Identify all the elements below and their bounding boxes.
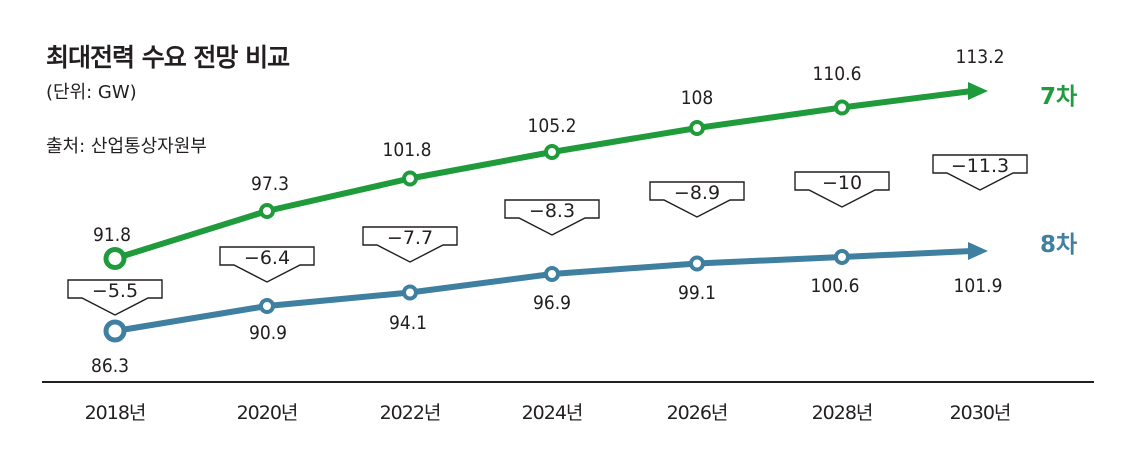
data-point bbox=[103, 319, 127, 343]
x-tick-label: 2024년 bbox=[522, 402, 583, 424]
data-label: 97.3 bbox=[251, 173, 289, 195]
x-tick-label: 2026년 bbox=[667, 402, 728, 424]
difference-arrow-shape bbox=[67, 279, 163, 316]
data-label: 113.2 bbox=[956, 46, 1005, 68]
data-point bbox=[544, 266, 560, 282]
data-label: 91.8 bbox=[93, 224, 131, 246]
difference-label: −7.7 bbox=[387, 227, 433, 249]
data-label: 94.1 bbox=[389, 312, 427, 334]
chart-source: 출처: 산업통상자원부 bbox=[46, 136, 207, 157]
data-point bbox=[834, 99, 850, 116]
x-tick-label: 2028년 bbox=[812, 402, 873, 424]
difference-label: −11.3 bbox=[951, 155, 1009, 177]
difference-label: −8.3 bbox=[529, 200, 575, 222]
data-point bbox=[259, 203, 275, 219]
data-label: 105.2 bbox=[528, 115, 577, 137]
series-name-label: 8차 bbox=[1040, 232, 1077, 258]
difference-arrow-shape bbox=[932, 154, 1028, 191]
difference-label: −6.4 bbox=[244, 247, 290, 269]
data-label: 100.6 bbox=[811, 275, 860, 297]
data-label: 101.8 bbox=[383, 139, 432, 161]
data-point bbox=[689, 255, 705, 272]
difference-callout: −8.3 bbox=[504, 199, 600, 236]
series-name-label: 7차 bbox=[1040, 84, 1077, 110]
data-point bbox=[544, 144, 560, 160]
data-point bbox=[402, 170, 418, 187]
data-point bbox=[689, 120, 705, 136]
series-arrow-1 bbox=[968, 82, 988, 100]
data-label: 101.9 bbox=[954, 275, 1003, 297]
x-tick-label: 2022년 bbox=[380, 402, 441, 424]
difference-arrow-shape bbox=[362, 226, 458, 263]
data-label: 99.1 bbox=[678, 282, 716, 304]
difference-callout: −6.4 bbox=[219, 246, 315, 283]
difference-arrow-shape bbox=[504, 199, 600, 236]
difference-label: −5.5 bbox=[92, 280, 138, 302]
difference-label: −8.9 bbox=[674, 182, 720, 204]
chart-unit: (단위: GW) bbox=[46, 81, 137, 103]
difference-arrow-shape bbox=[649, 181, 745, 218]
data-label: 90.9 bbox=[249, 322, 287, 344]
x-tick-label: 2030년 bbox=[950, 402, 1011, 424]
data-label: 110.6 bbox=[813, 63, 862, 85]
data-label: 86.3 bbox=[91, 355, 129, 377]
data-point bbox=[834, 249, 850, 265]
difference-label: −10 bbox=[822, 172, 862, 194]
data-point bbox=[402, 284, 418, 301]
x-tick-label: 2018년 bbox=[85, 402, 146, 424]
chart-title: 최대전력 수요 전망 비교 bbox=[46, 43, 290, 72]
difference-callout: −8.9 bbox=[649, 181, 745, 218]
difference-arrow-shape bbox=[219, 246, 315, 283]
difference-callout: −10 bbox=[794, 171, 890, 208]
data-label: 108 bbox=[681, 87, 714, 109]
series-arrow-2 bbox=[968, 242, 988, 260]
difference-callout: −5.5 bbox=[67, 279, 163, 316]
title-block: 최대전력 수요 전망 비교 (단위: GW) bbox=[46, 43, 290, 104]
data-point bbox=[103, 247, 127, 270]
difference-callout: −11.3 bbox=[932, 154, 1028, 191]
x-tick-label: 2020년 bbox=[237, 402, 298, 424]
difference-arrow-shape bbox=[794, 171, 890, 208]
data-point bbox=[259, 298, 275, 314]
data-label: 96.9 bbox=[533, 292, 571, 314]
difference-callout: −7.7 bbox=[362, 226, 458, 263]
